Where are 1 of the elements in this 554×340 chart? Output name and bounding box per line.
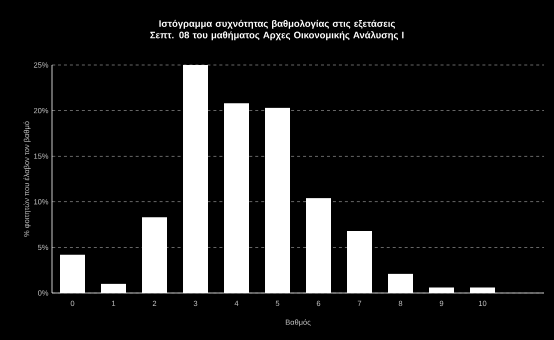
chart-title: Ιστόγραμμα συχνότητας βαθμολογίας στις εξετάσεις Σεπτ. 08 του μαθήματος Αρχες Οικονομικής Ανάλυσης Ι — [150, 20, 404, 40]
